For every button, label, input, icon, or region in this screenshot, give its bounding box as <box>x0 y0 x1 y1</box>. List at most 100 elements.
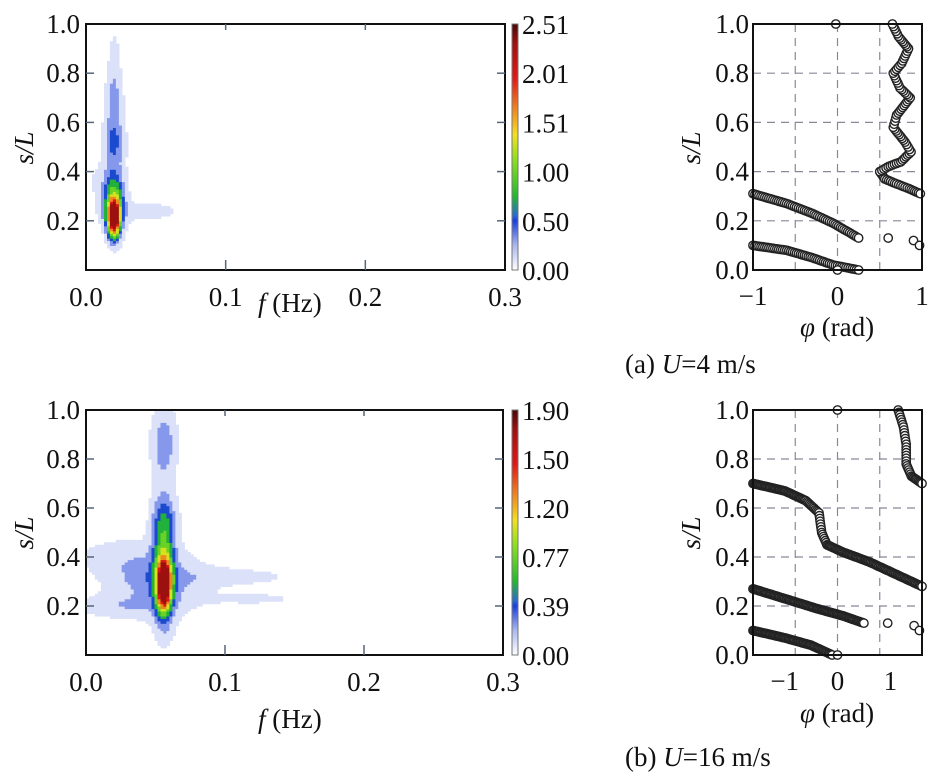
heatmap-cell <box>124 215 129 219</box>
heatmap-cell <box>205 588 209 592</box>
heatmap-cell <box>148 559 153 563</box>
heatmap-cell <box>121 583 126 587</box>
heatmap-cell <box>157 574 162 578</box>
heatmap-cell <box>112 51 117 55</box>
heatmap-cell <box>187 569 191 573</box>
heatmap-cell <box>109 78 114 82</box>
heatmap-cell <box>133 561 138 565</box>
heatmap-cell <box>166 547 170 551</box>
heatmap-cell <box>127 576 132 580</box>
heatmap-cell <box>166 495 170 499</box>
heatmap-cell <box>160 534 165 538</box>
heatmap-cell <box>109 544 114 548</box>
heatmap-cell <box>145 581 150 585</box>
heatmap-cell <box>163 417 167 421</box>
heatmap-cell <box>139 608 144 612</box>
heatmap-cell <box>112 65 117 69</box>
heatmap-cell <box>154 412 159 416</box>
heatmap-cell <box>214 566 218 570</box>
heatmap-cell <box>243 571 248 575</box>
heatmap-cell <box>145 527 150 531</box>
heatmap-cell <box>175 586 179 590</box>
heatmap-cell <box>109 186 114 190</box>
heatmap-cell <box>109 603 114 607</box>
heatmap-cell <box>163 632 167 636</box>
heatmap-cell <box>89 557 93 561</box>
heatmap-cell <box>151 459 156 463</box>
heatmap-cell <box>109 117 114 121</box>
heatmap-cell <box>139 615 144 619</box>
heatmap-cell <box>237 593 242 597</box>
heatmap-cell <box>190 571 194 575</box>
heatmap-cell <box>86 608 90 612</box>
heatmap-cell <box>187 566 191 570</box>
heatmap-cell <box>97 576 102 580</box>
heatmap-cell <box>112 218 117 222</box>
heatmap-cell <box>172 625 176 629</box>
heatmap-cell <box>169 544 173 548</box>
heatmap-cell <box>98 174 102 178</box>
heatmap-cell <box>166 512 170 516</box>
heatmap-cell <box>249 579 254 583</box>
heatmap-cell <box>169 436 173 440</box>
heatmap-cell <box>172 512 176 516</box>
heatmap-cell <box>124 211 129 215</box>
heatmap-cell <box>172 525 176 529</box>
heatmap-cell <box>160 539 165 543</box>
heatmap-cell <box>160 566 165 570</box>
heatmap-cell <box>220 576 224 580</box>
heatmap-cell <box>104 88 108 92</box>
heatmap-cell <box>145 539 150 543</box>
heatmap-cell <box>130 564 135 568</box>
heatmap-cell <box>130 591 135 595</box>
heatmap-cell <box>121 571 126 575</box>
heatmap-cell <box>142 588 147 592</box>
heatmap-cell <box>184 564 188 568</box>
heatmap-cell <box>130 603 135 607</box>
heatmap-cell <box>136 208 141 212</box>
heatmap-cell <box>98 186 102 190</box>
heatmap-cell <box>112 552 117 556</box>
heatmap-cell <box>92 566 96 570</box>
heatmap-cell <box>223 579 227 583</box>
heatmap-cell <box>181 554 185 558</box>
heatmap-cell <box>118 127 123 131</box>
heatmap-cell <box>234 581 239 585</box>
heatmap-cell <box>112 166 117 170</box>
heatmap-cell <box>115 574 120 578</box>
heatmap-cell <box>109 156 114 160</box>
heatmap-cell <box>121 588 126 592</box>
heatmap-cell <box>112 201 117 205</box>
heatmap-cell <box>104 186 108 190</box>
heatmap-cell <box>118 615 123 619</box>
heatmap-cell <box>234 571 239 575</box>
heatmap-cell <box>145 603 150 607</box>
heatmap-cell <box>112 228 117 232</box>
heatmap-cell <box>148 508 153 512</box>
heatmap-cell <box>112 156 117 160</box>
heatmap-cell <box>112 127 117 131</box>
heatmap-cell <box>100 610 105 614</box>
heatmap-cell <box>160 490 165 494</box>
heatmap-cell <box>163 410 167 414</box>
heatmap-cell <box>214 598 218 602</box>
heatmap-cell <box>104 223 108 227</box>
heatmap-cell <box>160 488 165 492</box>
heatmap-cell <box>145 569 150 573</box>
heatmap-cell <box>95 179 99 183</box>
heatmap-cell <box>107 88 111 92</box>
heatmap-cell <box>178 593 182 597</box>
heatmap-cell <box>160 476 165 480</box>
heatmap-cell <box>163 569 167 573</box>
heatmap-cell <box>169 586 173 590</box>
heatmap-cell <box>205 601 209 605</box>
heatmap-cell <box>109 564 114 568</box>
heatmap-cell <box>199 574 203 578</box>
heatmap-cell <box>109 601 114 605</box>
heatmap-cell <box>86 552 90 556</box>
heatmap-cell <box>154 213 159 217</box>
heatmap-cell <box>136 618 141 622</box>
heatmap-cell <box>157 544 162 548</box>
heatmap-cell <box>101 188 105 192</box>
heatmap-cell <box>124 166 129 170</box>
